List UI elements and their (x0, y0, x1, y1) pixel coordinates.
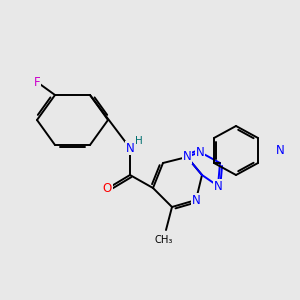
Text: N: N (196, 146, 204, 158)
Text: F: F (34, 76, 40, 88)
Text: O: O (102, 182, 112, 194)
Text: CH₃: CH₃ (155, 235, 173, 245)
Text: H: H (135, 136, 143, 146)
Text: N: N (214, 179, 222, 193)
Text: N: N (276, 145, 284, 158)
Text: N: N (192, 194, 200, 206)
Text: N: N (126, 142, 134, 154)
Text: N: N (183, 151, 191, 164)
